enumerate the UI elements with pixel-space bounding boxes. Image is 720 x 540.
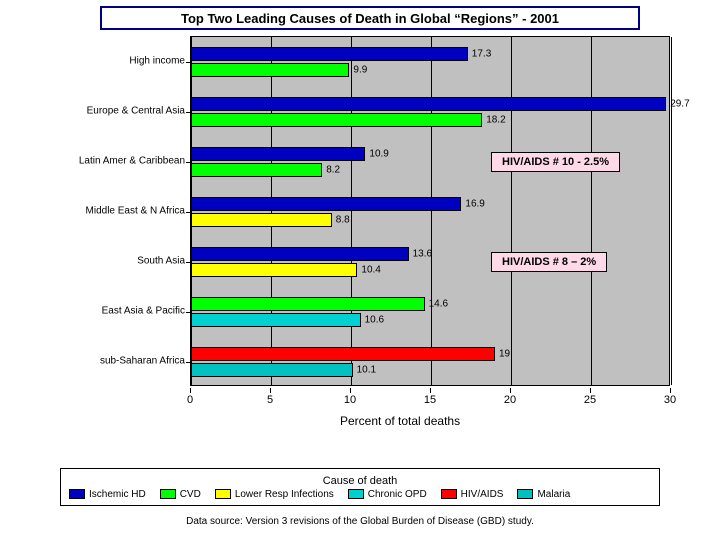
bar-value-label: 10.9	[369, 149, 388, 160]
region-label: Latin Amer & Caribbean	[45, 156, 185, 167]
bar	[191, 63, 349, 77]
bar-value-label: 8.8	[336, 215, 350, 226]
bar-value-label: 29.7	[670, 99, 689, 110]
bar	[191, 347, 495, 361]
grid-line	[511, 37, 512, 385]
legend-item: Malaria	[517, 489, 570, 500]
bar-value-label: 10.6	[365, 315, 384, 326]
legend-swatch	[517, 489, 533, 499]
region-label: East Asia & Pacific	[45, 306, 185, 317]
legend-item: HIV/AIDS	[441, 489, 504, 500]
legend-item: Ischemic HD	[69, 489, 146, 500]
legend-swatch	[69, 489, 85, 499]
annotation-box: HIV/AIDS # 8 – 2%	[491, 252, 607, 272]
footer-note: Data source: Version 3 revisions of the …	[0, 516, 720, 527]
legend-swatch	[215, 489, 231, 499]
annotation-box: HIV/AIDS # 10 - 2.5%	[491, 152, 620, 172]
bar-value-label: 9.9	[353, 65, 367, 76]
legend-item: CVD	[160, 489, 201, 500]
x-tick-label: 5	[267, 394, 273, 406]
bar	[191, 197, 461, 211]
x-tick	[670, 388, 671, 393]
chart-frame: 17.39.929.718.210.98.216.98.813.610.414.…	[40, 36, 680, 456]
bar	[191, 313, 361, 327]
bar-value-label: 18.2	[486, 115, 505, 126]
region-label: Europe & Central Asia	[45, 106, 185, 117]
legend-box: Cause of death Ischemic HD CVD Lower Resp …	[60, 468, 660, 506]
bar	[191, 163, 322, 177]
legend-swatch	[160, 489, 176, 499]
x-tick	[510, 388, 511, 393]
bar-value-label: 10.4	[361, 265, 380, 276]
bar-value-label: 19	[499, 349, 510, 360]
x-tick-label: 15	[424, 394, 436, 406]
bar	[191, 97, 666, 111]
chart-title-bar: Top Two Leading Causes of Death in Globa…	[100, 6, 640, 30]
x-tick-label: 30	[664, 394, 676, 406]
bar	[191, 247, 409, 261]
bar	[191, 213, 332, 227]
bar-value-label: 14.6	[429, 299, 448, 310]
x-tick	[270, 388, 271, 393]
grid-line	[351, 37, 352, 385]
legend-row: Ischemic HD CVD Lower Resp Infections Chron…	[69, 489, 651, 500]
legend-title: Cause of death	[69, 475, 651, 487]
legend-label: Chronic OPD	[368, 489, 427, 500]
chart-title: Top Two Leading Causes of Death in Globa…	[181, 11, 559, 26]
bar	[191, 363, 353, 377]
region-label: sub-Saharan Africa	[45, 356, 185, 367]
region-label: Middle East & N Africa	[45, 206, 185, 217]
legend-swatch	[348, 489, 364, 499]
region-label: South Asia	[45, 256, 185, 267]
x-tick-label: 10	[344, 394, 356, 406]
x-tick-label: 25	[584, 394, 596, 406]
region-label: High income	[45, 56, 185, 67]
grid-line	[191, 37, 192, 385]
legend-label: Ischemic HD	[89, 489, 146, 500]
grid-line	[671, 37, 672, 385]
x-tick-label: 0	[187, 394, 193, 406]
legend-label: Malaria	[537, 489, 570, 500]
legend-item: Chronic OPD	[348, 489, 427, 500]
bar-value-label: 8.2	[326, 165, 340, 176]
x-tick	[190, 388, 191, 393]
x-tick	[430, 388, 431, 393]
legend-label: CVD	[180, 489, 201, 500]
bar	[191, 147, 365, 161]
bar	[191, 263, 357, 277]
grid-line	[431, 37, 432, 385]
bar	[191, 47, 468, 61]
bar	[191, 113, 482, 127]
bar-value-label: 10.1	[357, 365, 376, 376]
plot-area: 17.39.929.718.210.98.216.98.813.610.414.…	[190, 36, 670, 386]
legend-label: Lower Resp Infections	[235, 489, 334, 500]
x-tick	[590, 388, 591, 393]
bar-value-label: 13.6	[413, 249, 432, 260]
x-tick-label: 20	[504, 394, 516, 406]
bar-value-label: 17.3	[472, 49, 491, 60]
x-tick	[350, 388, 351, 393]
bar	[191, 297, 425, 311]
legend-label: HIV/AIDS	[461, 489, 504, 500]
x-axis-title: Percent of total deaths	[340, 414, 460, 428]
legend-item: Lower Resp Infections	[215, 489, 334, 500]
legend-swatch	[441, 489, 457, 499]
grid-line	[591, 37, 592, 385]
bar-value-label: 16.9	[465, 199, 484, 210]
grid-line	[271, 37, 272, 385]
